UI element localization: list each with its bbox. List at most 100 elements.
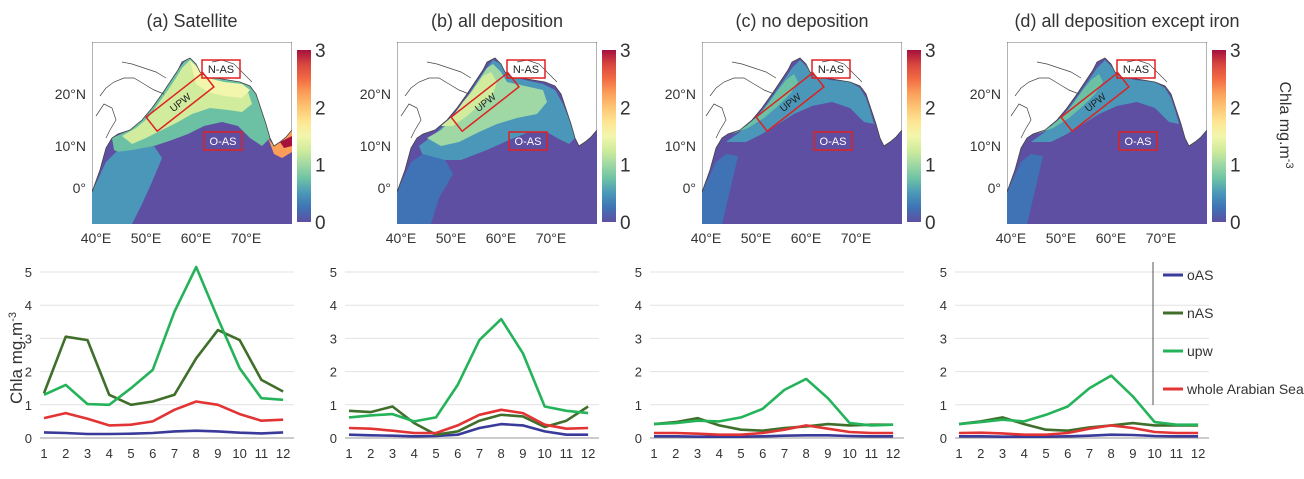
lon-tick-label: 50°E <box>131 230 162 246</box>
x-tick-label: 8 <box>1108 446 1115 461</box>
colorbar-tick-label: 2 <box>315 98 326 119</box>
x-tick-label: 3 <box>389 446 396 461</box>
y-tick-label: 5 <box>25 265 32 280</box>
chla-region <box>441 72 497 126</box>
upw-box <box>145 71 215 133</box>
x-tick-label: 2 <box>977 446 984 461</box>
x-tick-label: 3 <box>999 446 1006 461</box>
colorbar-tick-label: 1 <box>1230 156 1241 177</box>
map-area <box>1007 42 1207 224</box>
panel-title: (d) all deposition except iron <box>1014 11 1239 31</box>
x-tick-label: 10 <box>1147 446 1161 461</box>
y-tick-label: 1 <box>330 398 337 413</box>
map-area <box>702 42 902 224</box>
x-tick-label: 10 <box>537 446 551 461</box>
y-tick-label: 3 <box>940 331 947 346</box>
chla-region <box>732 74 798 134</box>
chla-region <box>92 146 162 224</box>
y-tick-label: 5 <box>940 265 947 280</box>
chla-region <box>122 60 252 144</box>
upw-box <box>1060 71 1130 133</box>
upw-box <box>755 71 825 133</box>
legend-entry: upw <box>1187 343 1214 359</box>
lon-tick-label: 40°E <box>386 230 417 246</box>
series-line-oas <box>654 433 894 439</box>
legend: oAS nAS upw whole Arabian Sea <box>1152 262 1304 405</box>
lat-tick-label: 0° <box>378 180 391 196</box>
x-tick-label: 12 <box>1191 446 1205 461</box>
colorbar-tick-label: 1 <box>315 156 326 177</box>
colorbar-tick-label: 0 <box>620 213 631 234</box>
x-tick-label: 7 <box>171 446 178 461</box>
y-tick-label: 4 <box>635 298 642 313</box>
lon-tick-label: 60°E <box>486 230 517 246</box>
lon-tick-label: 40°E <box>691 230 722 246</box>
lon-tick-label: 60°E <box>1096 230 1127 246</box>
colorbar-tick-label: 3 <box>620 41 631 62</box>
x-tick-label: 1 <box>955 446 962 461</box>
land <box>1007 42 1207 193</box>
x-tick-label: 4 <box>716 446 723 461</box>
n-as-label: N-AS <box>513 64 539 76</box>
x-tick-label: 3 <box>694 446 701 461</box>
x-tick-label: 8 <box>803 446 810 461</box>
colorbar <box>602 50 616 222</box>
x-tick-label: 4 <box>1021 446 1028 461</box>
n-as-box <box>201 59 241 79</box>
y-tick-label: 1 <box>25 398 32 413</box>
lat-tick-label: 20°N <box>360 86 391 102</box>
y-tick-label: 4 <box>330 298 337 313</box>
lat-tick-label: 20°N <box>970 86 1001 102</box>
coastline <box>1036 61 1082 79</box>
colorbar-tick-label: 0 <box>315 213 326 234</box>
n-as-label: N-AS <box>818 64 844 76</box>
y-tick-label: 2 <box>635 365 642 380</box>
lat-tick-label: 20°N <box>55 86 86 102</box>
lon-tick-label: 70°E <box>536 230 567 246</box>
x-tick-label: 1 <box>40 446 47 461</box>
panel-title: (c) no deposition <box>735 11 868 31</box>
x-tick-label: 5 <box>432 446 439 461</box>
legend-entry: nAS <box>1187 305 1213 321</box>
coastline <box>99 77 165 97</box>
x-tick-label: 4 <box>106 446 113 461</box>
chla-region <box>726 60 874 142</box>
lon-tick-label: 70°E <box>841 230 872 246</box>
lon-tick-label: 50°E <box>1046 230 1077 246</box>
lon-tick-label: 40°E <box>81 230 112 246</box>
y-tick-label: 2 <box>330 365 337 380</box>
colorbar-tick-label: 1 <box>925 156 936 177</box>
x-tick-label: 6 <box>759 446 766 461</box>
lon-tick-label: 70°E <box>1146 230 1177 246</box>
colorbar-tick-label: 0 <box>1230 213 1241 234</box>
y-tick-label: 0 <box>635 431 642 446</box>
series-line-upw <box>348 317 589 423</box>
x-tick-label: 3 <box>84 446 91 461</box>
x-tick-label: 7 <box>1086 446 1093 461</box>
n-as-box <box>811 59 851 79</box>
coastline <box>426 61 472 79</box>
lat-tick-label: 10°N <box>970 138 1001 154</box>
x-tick-label: 6 <box>149 446 156 461</box>
colorbar-label: Chla mg.m-3 <box>1276 81 1295 168</box>
x-tick-label: 9 <box>519 446 526 461</box>
lat-tick-label: 0° <box>988 180 1001 196</box>
chla-region <box>1037 74 1103 134</box>
colorbar <box>907 50 921 222</box>
series-line-oas <box>959 433 1199 439</box>
chla-region <box>280 136 292 148</box>
colorbar <box>1212 50 1226 222</box>
lat-tick-label: 10°N <box>55 138 86 154</box>
chla-region <box>1031 60 1179 142</box>
land <box>702 42 902 193</box>
series-line-nas <box>653 416 894 433</box>
lon-tick-label: 50°E <box>741 230 772 246</box>
colorbar-label-sup: -3 <box>1283 159 1295 169</box>
coastline <box>705 103 727 139</box>
y-tick-label: 0 <box>330 431 337 446</box>
